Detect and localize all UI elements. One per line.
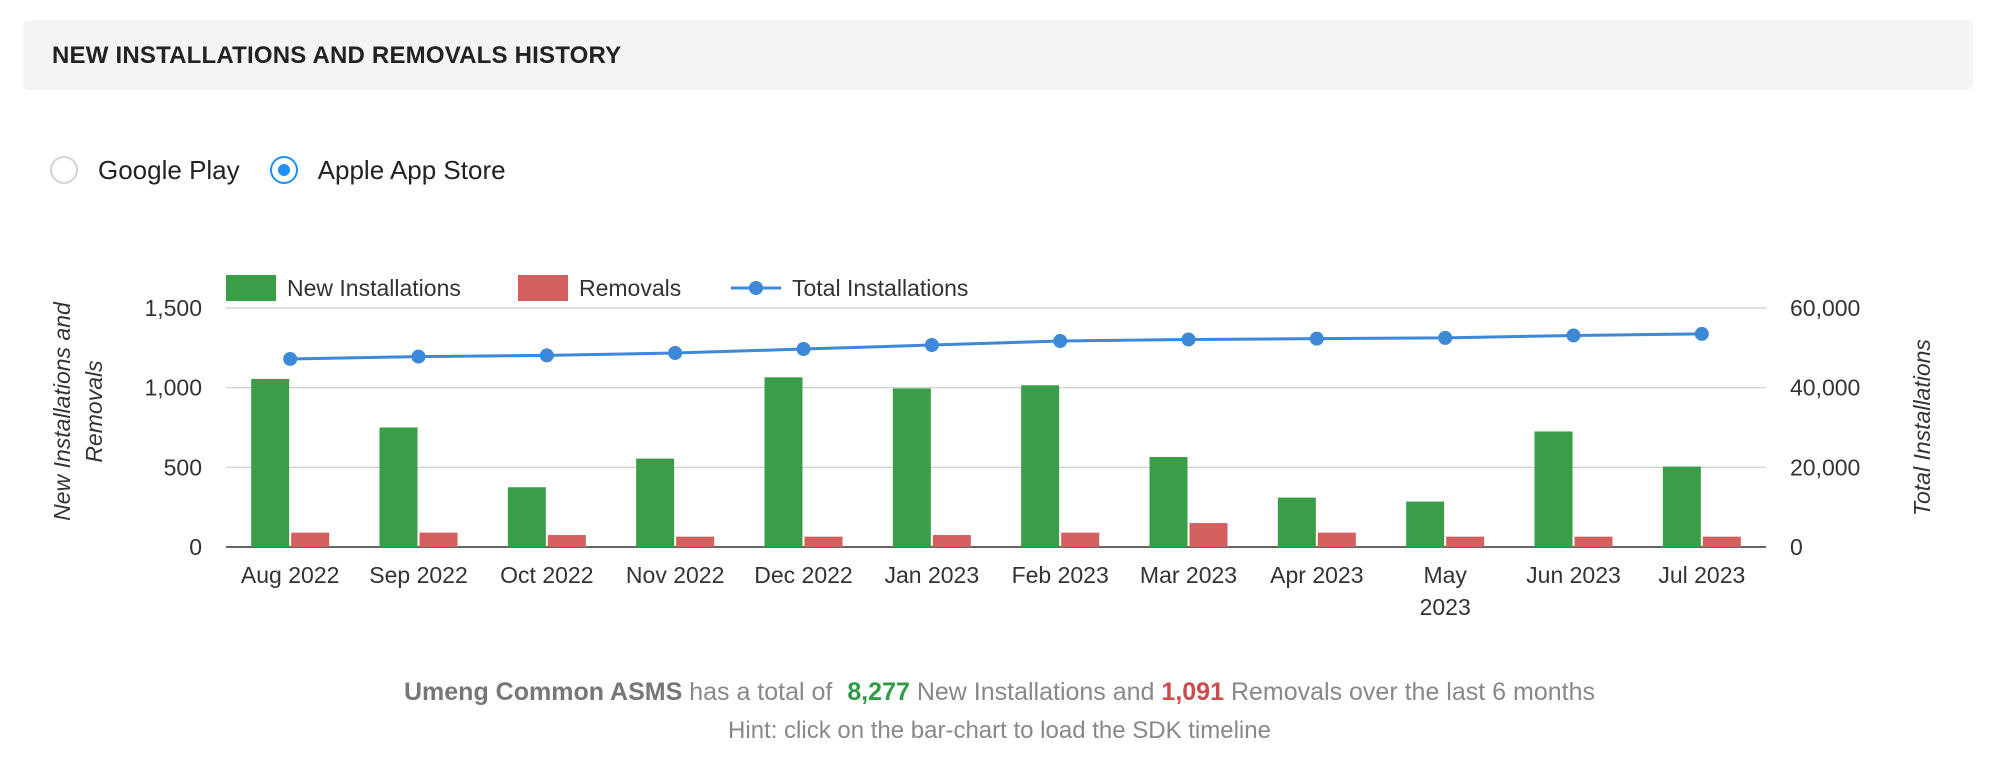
bar-removals[interactable] xyxy=(291,532,330,547)
x-tick-label: Jul 2023 xyxy=(1658,562,1745,588)
radio-circle-icon[interactable] xyxy=(50,156,78,184)
x-tick-label: Dec 2022 xyxy=(754,562,852,588)
store-selector: Google Play Apple App Store xyxy=(50,152,536,188)
bar-new-installations[interactable] xyxy=(1406,501,1445,547)
legend-swatch-removals[interactable] xyxy=(518,275,568,301)
y2-tick-label: 20,000 xyxy=(1790,454,1860,480)
bar-removals[interactable] xyxy=(932,535,971,547)
bar-new-installations[interactable] xyxy=(1534,431,1573,547)
radio-apple-app-store[interactable]: Apple App Store xyxy=(269,154,506,186)
x-tick-label: Apr 2023 xyxy=(1270,562,1363,588)
y-axis-title-line: Removals xyxy=(81,360,107,463)
point-total-installations[interactable] xyxy=(924,338,939,353)
bar-new-installations[interactable] xyxy=(1149,456,1188,547)
y2-tick-label: 0 xyxy=(1790,534,1803,560)
radio-label[interactable]: Apple App Store xyxy=(317,154,506,185)
legend-label-new-installations: New Installations xyxy=(287,275,461,301)
point-total-installations[interactable] xyxy=(796,342,811,357)
x-tick-label: May xyxy=(1423,562,1467,588)
new-installations-total: 8,277 xyxy=(847,678,910,706)
bar-removals[interactable] xyxy=(547,535,586,547)
point-total-installations[interactable] xyxy=(1566,328,1581,343)
x-tick-label: Jan 2023 xyxy=(885,562,980,588)
point-total-installations[interactable] xyxy=(1694,326,1709,341)
radio-google-play[interactable]: Google Play xyxy=(50,155,240,186)
bar-removals[interactable] xyxy=(1446,536,1485,547)
x-tick-label: Jun 2023 xyxy=(1526,562,1621,588)
y-axis-title: New Installations and Removals xyxy=(49,301,107,521)
x-tick-label: Feb 2023 xyxy=(1012,562,1109,588)
section-title: NEW INSTALLATIONS AND REMOVALS HISTORY xyxy=(52,42,622,69)
bar-removals[interactable] xyxy=(1574,536,1613,547)
bar-new-installations[interactable] xyxy=(764,377,803,547)
summary-text-3: Removals over the last 6 months xyxy=(1230,678,1595,706)
bar-new-installations[interactable] xyxy=(636,458,675,547)
legend-marker-total-installations xyxy=(749,281,763,295)
summary-text-1: has a total of xyxy=(689,678,833,706)
radio-checked-icon[interactable] xyxy=(269,156,298,184)
bar-new-installations[interactable] xyxy=(1277,497,1316,547)
point-total-installations[interactable] xyxy=(539,348,554,363)
x-tick-label: Mar 2023 xyxy=(1140,562,1237,588)
point-total-installations[interactable] xyxy=(1309,331,1324,346)
y2-tick-label: 60,000 xyxy=(1790,295,1860,321)
bar-removals[interactable] xyxy=(1061,532,1100,547)
x-tick-label: Oct 2022 xyxy=(500,562,593,588)
legend-label-total-installations: Total Installations xyxy=(792,275,968,301)
bar-removals[interactable] xyxy=(676,536,715,547)
bar-removals[interactable] xyxy=(1317,532,1356,547)
hint-text: Hint: click on the bar-chart to load the… xyxy=(728,717,1271,744)
y-tick-label: 1,500 xyxy=(144,295,202,321)
y-axis-title-line: New Installations and xyxy=(49,301,75,521)
bar-removals[interactable] xyxy=(1189,523,1228,547)
x-tick-label: Sep 2022 xyxy=(369,562,467,588)
removals-total: 1,091 xyxy=(1161,678,1224,706)
x-tick-label: Nov 2022 xyxy=(626,562,724,588)
bar-removals[interactable] xyxy=(804,536,843,547)
bar-new-installations[interactable] xyxy=(251,378,290,547)
bar-new-installations[interactable] xyxy=(1021,385,1060,547)
point-total-installations[interactable] xyxy=(1438,330,1453,345)
legend-swatch-new-installations[interactable] xyxy=(226,275,276,301)
summary-text-2: New Installations and xyxy=(916,678,1155,706)
point-total-installations[interactable] xyxy=(1053,334,1068,349)
y-tick-label: 0 xyxy=(189,534,202,560)
y-tick-label: 500 xyxy=(164,454,202,480)
point-total-installations[interactable] xyxy=(1181,332,1196,347)
y2-tick-label: 40,000 xyxy=(1790,375,1860,401)
bar-new-installations[interactable] xyxy=(507,487,546,547)
bar-new-installations[interactable] xyxy=(379,427,418,548)
x-tick-label: 2023 xyxy=(1420,594,1471,620)
bar-new-installations[interactable] xyxy=(892,388,931,547)
summary-text: Umeng Common ASMS has a total of 8,277 N… xyxy=(0,678,1999,707)
legend-label-removals: Removals xyxy=(579,275,681,301)
x-tick-label: Aug 2022 xyxy=(241,562,339,588)
bar-new-installations[interactable] xyxy=(1662,466,1701,547)
bar-removals[interactable] xyxy=(419,532,458,547)
point-total-installations[interactable] xyxy=(668,346,683,361)
app-name: Umeng Common ASMS xyxy=(404,678,683,706)
point-total-installations[interactable] xyxy=(283,351,298,366)
y-tick-label: 1,000 xyxy=(144,375,202,401)
radio-label[interactable]: Google Play xyxy=(98,154,240,185)
section-header: NEW INSTALLATIONS AND REMOVALS HISTORY xyxy=(23,20,1973,90)
y2-axis-title: Total Installations xyxy=(1909,339,1935,516)
installations-chart[interactable]: 0 0 500 20,000 1,000 40,000 1,500 60,000 Aug 202… xyxy=(0,250,1999,640)
point-total-installations[interactable] xyxy=(411,349,426,364)
line-total-installations xyxy=(290,332,1702,361)
bar-removals[interactable] xyxy=(1702,536,1741,547)
